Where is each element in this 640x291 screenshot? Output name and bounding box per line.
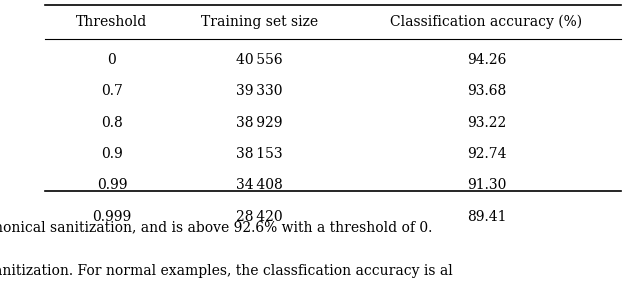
Text: 91.30: 91.30 (467, 178, 506, 192)
Text: 34 408: 34 408 (236, 178, 283, 192)
Text: Threshold: Threshold (76, 15, 148, 29)
Text: Classification accuracy (%): Classification accuracy (%) (390, 15, 582, 29)
Text: 93.68: 93.68 (467, 84, 506, 98)
Text: honical sanitization, and is above 92.6% with a threshold of 0.: honical sanitization, and is above 92.6%… (0, 220, 432, 234)
Text: 94.26: 94.26 (467, 53, 506, 67)
Text: 0.8: 0.8 (101, 116, 123, 129)
Text: 92.74: 92.74 (467, 147, 506, 161)
Text: 28 420: 28 420 (236, 210, 282, 224)
Text: 38 153: 38 153 (236, 147, 282, 161)
Text: 40 556: 40 556 (236, 53, 282, 67)
Text: 89.41: 89.41 (467, 210, 506, 224)
Text: anitization. For normal examples, the classfication accuracy is al: anitization. For normal examples, the cl… (0, 264, 452, 278)
Text: 93.22: 93.22 (467, 116, 506, 129)
Text: 0.999: 0.999 (92, 210, 132, 224)
Text: 38 929: 38 929 (236, 116, 282, 129)
Text: 0.7: 0.7 (101, 84, 123, 98)
Text: Training set size: Training set size (200, 15, 318, 29)
Text: 0: 0 (108, 53, 116, 67)
Text: 0.9: 0.9 (101, 147, 123, 161)
Text: 0.99: 0.99 (97, 178, 127, 192)
Text: 39 330: 39 330 (236, 84, 282, 98)
